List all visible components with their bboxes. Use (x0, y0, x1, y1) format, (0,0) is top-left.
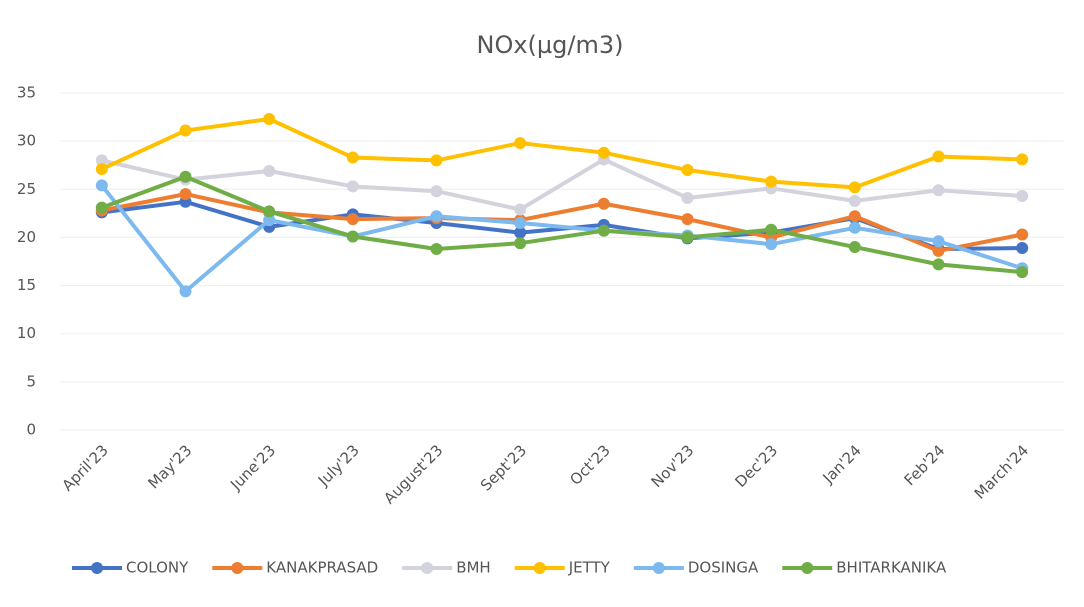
data-point (346, 180, 359, 193)
data-point (514, 216, 527, 229)
data-point (514, 237, 527, 250)
data-point (430, 242, 443, 255)
legend-label: BMH (456, 559, 491, 577)
data-point (765, 238, 778, 251)
data-point (1016, 228, 1029, 241)
data-point (263, 164, 276, 177)
series-line (101, 192, 1023, 253)
data-point (932, 244, 945, 257)
data-point (263, 112, 276, 125)
data-point (765, 175, 778, 188)
data-point (597, 224, 610, 237)
data-point (514, 226, 527, 239)
data-point (848, 241, 861, 254)
series (95, 112, 1029, 194)
data-point (263, 214, 276, 227)
legend-label: JETTY (568, 559, 611, 577)
y-tick-label: 5 (26, 372, 36, 390)
legend-marker (421, 562, 434, 574)
data-point (765, 223, 778, 236)
data-point (95, 163, 108, 176)
data-point (1016, 190, 1029, 203)
data-point (430, 154, 443, 167)
y-tick-label: 0 (26, 421, 36, 439)
legend-marker (801, 562, 814, 574)
data-point (179, 124, 192, 137)
data-point (179, 170, 192, 183)
data-point (179, 285, 192, 298)
y-tick-label: 20 (17, 228, 36, 246)
data-point (95, 154, 108, 167)
data-point (95, 201, 108, 214)
series-line (101, 157, 1023, 212)
data-point (597, 197, 610, 210)
data-point (932, 150, 945, 163)
data-point (514, 203, 527, 216)
legend-label: BHITARKANIKA (836, 559, 947, 577)
data-point (1016, 242, 1029, 255)
data-point (430, 210, 443, 223)
chart-title: NOx(µg/m3) (476, 31, 623, 59)
data-point (848, 181, 861, 194)
data-point (346, 151, 359, 164)
y-tick-label: 30 (17, 132, 36, 150)
data-point (95, 179, 108, 192)
series (95, 153, 1029, 216)
legend-marker (231, 562, 244, 574)
series-line (100, 116, 1023, 190)
data-point (1016, 153, 1029, 166)
data-point (932, 184, 945, 197)
legend-label: KANAKPRASAD (266, 559, 378, 577)
data-point (346, 213, 359, 226)
data-point (848, 221, 861, 234)
data-point (263, 205, 276, 218)
data-point (932, 235, 945, 248)
data-point (514, 137, 527, 150)
data-point (1016, 266, 1029, 279)
data-point (848, 194, 861, 207)
series-line (101, 174, 1023, 275)
data-point (430, 185, 443, 198)
y-tick-label: 15 (17, 276, 36, 294)
y-tick-label: 10 (17, 324, 36, 342)
y-tick-label: 35 (17, 84, 36, 102)
legend-label: COLONY (126, 559, 189, 577)
data-point (681, 231, 694, 244)
legend-marker (533, 562, 546, 574)
data-point (179, 188, 192, 201)
data-point (681, 164, 694, 177)
legend-marker (652, 562, 665, 574)
series-line (100, 184, 1023, 294)
data-point (346, 230, 359, 243)
data-point (932, 258, 945, 271)
y-tick-label: 25 (17, 180, 36, 198)
data-point (681, 191, 694, 204)
data-point (597, 146, 610, 159)
data-point (848, 210, 861, 223)
legend-label: DOSINGA (688, 559, 759, 577)
legend-marker (91, 562, 103, 574)
series (95, 170, 1029, 279)
data-point (681, 213, 694, 226)
